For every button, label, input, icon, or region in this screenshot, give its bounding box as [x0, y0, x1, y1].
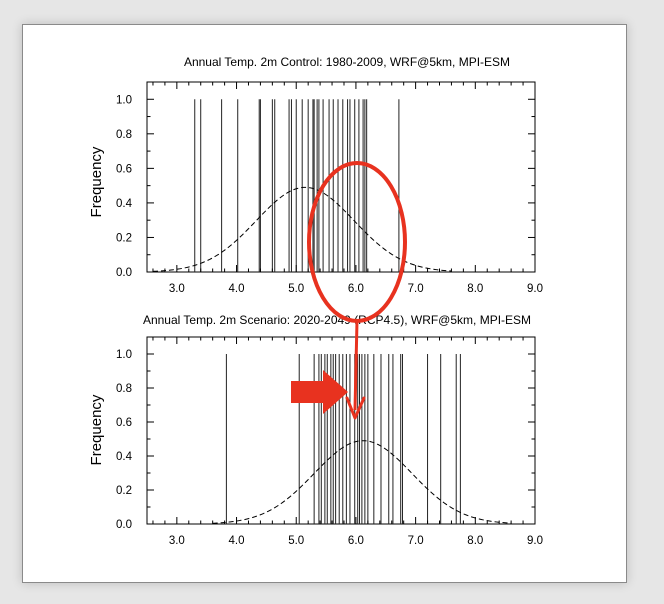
x-tick-label: 3.0 — [169, 283, 185, 295]
x-tick-label: 6.0 — [348, 535, 364, 547]
annotation-layer — [291, 161, 407, 420]
y-tick-label: 0.4 — [116, 198, 133, 210]
arrow-down-icon — [345, 320, 366, 420]
x-tick-label: 5.0 — [288, 283, 304, 295]
x-tick-label: 4.0 — [229, 535, 245, 547]
y-tick-label: 0.2 — [116, 485, 132, 497]
y-tick-label: 0.6 — [116, 417, 132, 429]
y-tick-label: 0.2 — [116, 232, 132, 244]
plot-frame — [146, 336, 536, 525]
y-tick-label: 1.0 — [116, 349, 132, 361]
x-tick-label: 3.0 — [169, 535, 185, 547]
x-tick-label: 7.0 — [408, 283, 424, 295]
x-tick-label: 4.0 — [229, 283, 245, 295]
arrow-right-icon — [291, 370, 348, 414]
x-tick-label: 8.0 — [467, 535, 483, 547]
normal-fit-curve — [212, 440, 512, 524]
plot-control: Annual Temp. 2m Control: 1980-2009, WRF@… — [88, 55, 543, 295]
normal-fit-curve — [152, 186, 452, 272]
y-tick-label: 0.6 — [116, 163, 132, 175]
y-tick-label: 0.4 — [116, 451, 133, 463]
y-tick-label: 0.8 — [116, 383, 132, 395]
plot-frame — [146, 81, 536, 273]
plot-scenario: Annual Temp. 2m Scenario: 2020-2049 (RCP… — [88, 313, 543, 547]
x-tick-label: 8.0 — [467, 283, 483, 295]
y-tick-label: 1.0 — [116, 94, 132, 106]
y-tick-label: 0.0 — [116, 267, 132, 279]
chart-title-control: Annual Temp. 2m Control: 1980-2009, WRF@… — [184, 55, 510, 69]
x-tick-label: 9.0 — [527, 535, 543, 547]
x-tick-label: 7.0 — [408, 535, 424, 547]
y-tick-label: 0.0 — [116, 519, 132, 531]
x-tick-label: 6.0 — [348, 283, 364, 295]
x-tick-label: 5.0 — [288, 535, 304, 547]
chart-title-scenario: Annual Temp. 2m Scenario: 2020-2049 (RCP… — [143, 313, 531, 327]
y-tick-label: 0.8 — [116, 129, 132, 141]
y-axis-label-control: Frequency — [88, 146, 105, 217]
x-tick-label: 9.0 — [527, 283, 543, 295]
y-axis-label-scenario: Frequency — [88, 394, 105, 465]
